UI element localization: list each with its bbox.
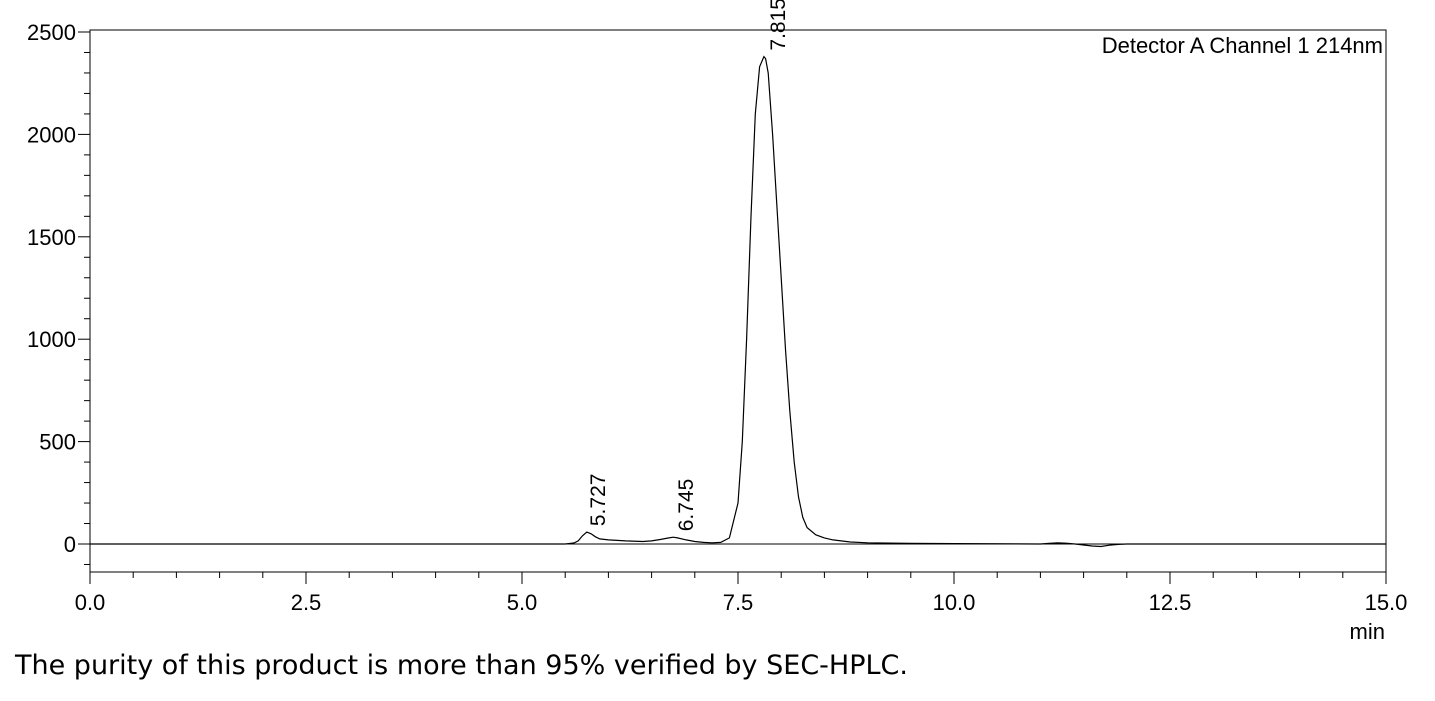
y-tick-label: 1500 bbox=[27, 225, 76, 250]
chromatogram-chart: 0 500 1000 1500 2000 2500 0.0 2.5 5.0 7.5 10.0 12.… bbox=[27, 0, 1408, 644]
x-tick-label: 0.0 bbox=[75, 590, 106, 615]
x-tick-label: 15.0 bbox=[1365, 590, 1408, 615]
peak-label: 7.815 bbox=[767, 0, 790, 51]
plot-frame bbox=[89, 29, 1387, 573]
chromatogram-trace bbox=[90, 55, 1386, 548]
y-tick-label: 500 bbox=[39, 430, 76, 455]
y-axis: 0 500 1000 1500 2000 2500 bbox=[27, 20, 90, 565]
y-tick-label: 0 bbox=[64, 532, 76, 557]
x-unit-label: min bbox=[1350, 619, 1385, 644]
peak-labels: 5.727 6.745 7.815 bbox=[587, 0, 790, 531]
peak-label: 5.727 bbox=[587, 474, 610, 527]
peak-label: 6.745 bbox=[675, 479, 698, 532]
x-tick-label: 2.5 bbox=[291, 590, 322, 615]
x-axis: 0.0 2.5 5.0 7.5 10.0 12.5 15.0 bbox=[75, 572, 1408, 615]
x-tick-label: 10.0 bbox=[933, 590, 976, 615]
y-tick-label: 2000 bbox=[27, 122, 76, 147]
x-tick-label: 7.5 bbox=[723, 590, 754, 615]
y-tick-label: 2500 bbox=[27, 20, 76, 45]
x-tick-label: 12.5 bbox=[1149, 590, 1192, 615]
x-tick-label: 5.0 bbox=[507, 590, 538, 615]
purity-caption: The purity of this product is more than … bbox=[15, 650, 908, 681]
y-tick-label: 1000 bbox=[27, 327, 76, 352]
legend-entry: Detector A Channel 1 214nm bbox=[1102, 33, 1383, 58]
